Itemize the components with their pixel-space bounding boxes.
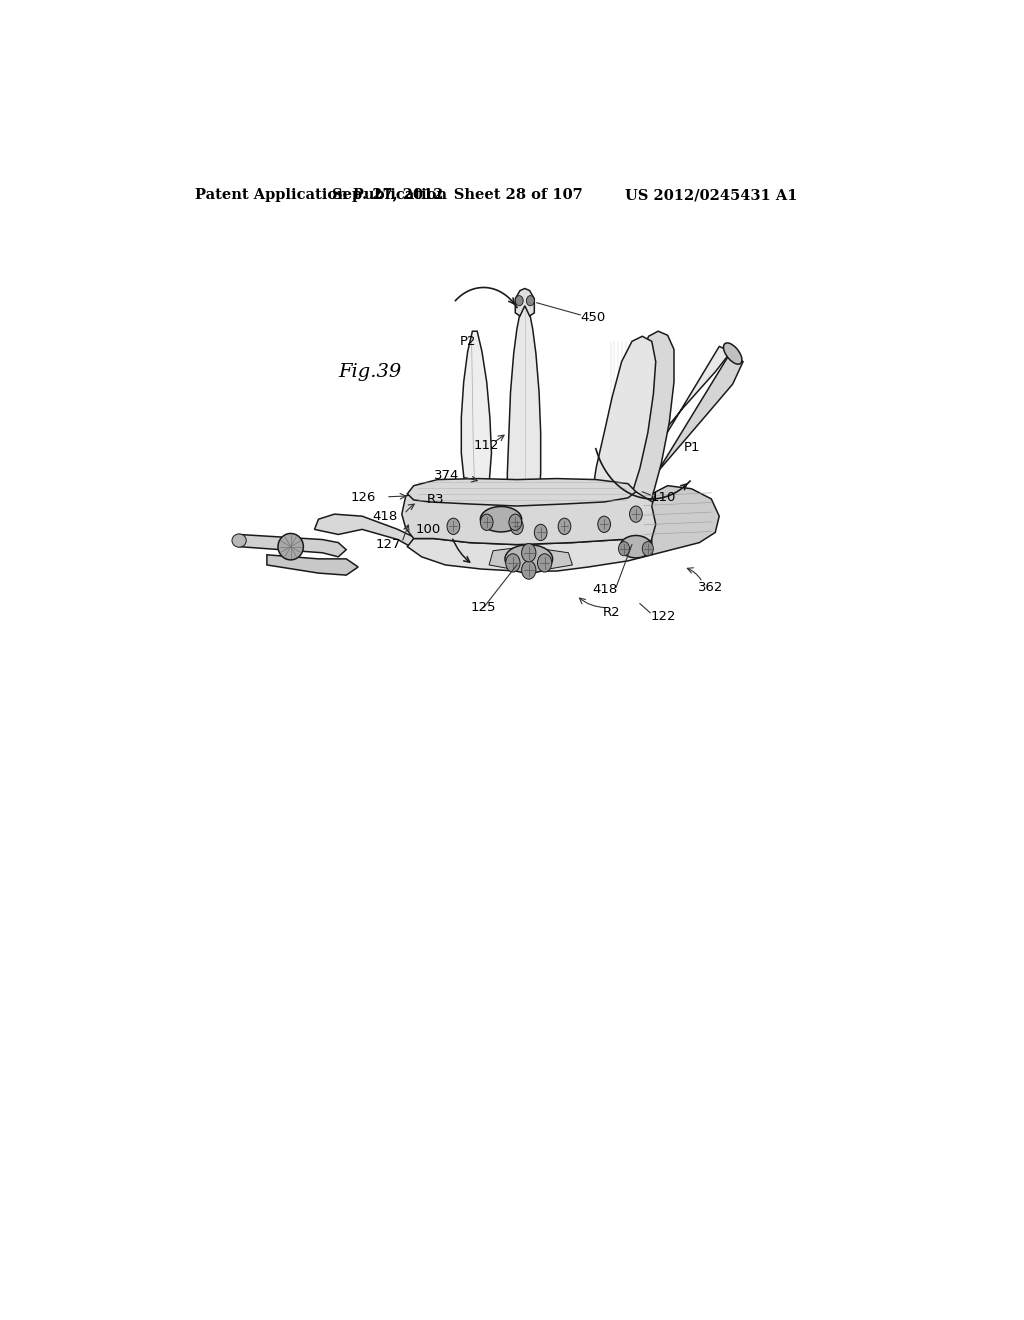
Text: 127: 127 [376,539,401,552]
Polygon shape [652,486,719,554]
Text: 110: 110 [650,491,676,504]
Text: R2: R2 [602,606,621,619]
Circle shape [618,541,630,556]
Polygon shape [628,331,674,506]
Text: 100: 100 [416,523,440,536]
Polygon shape [240,535,346,557]
Polygon shape [592,337,655,504]
Polygon shape [570,351,743,550]
Polygon shape [489,548,572,570]
Circle shape [521,544,536,562]
Circle shape [598,516,610,532]
Circle shape [447,519,460,535]
Text: 362: 362 [697,581,723,594]
Circle shape [558,519,570,535]
Circle shape [480,515,494,531]
Text: 122: 122 [650,610,676,623]
Ellipse shape [621,536,651,558]
Polygon shape [553,346,731,546]
Text: Sep. 27, 2012  Sheet 28 of 107: Sep. 27, 2012 Sheet 28 of 107 [332,189,583,202]
Ellipse shape [724,343,742,364]
Text: 126: 126 [350,491,376,504]
Polygon shape [507,306,541,496]
Text: 418: 418 [373,510,397,523]
Polygon shape [408,479,636,506]
Text: 112: 112 [473,438,499,451]
Polygon shape [401,490,659,545]
Text: P2: P2 [460,335,476,348]
Circle shape [509,515,521,531]
Text: US 2012/0245431 A1: US 2012/0245431 A1 [625,189,798,202]
Text: 418: 418 [592,583,617,595]
Circle shape [511,519,523,535]
Ellipse shape [480,507,521,532]
Text: 125: 125 [471,601,497,614]
Circle shape [538,554,552,572]
Circle shape [515,296,523,306]
Text: Patent Application Publication: Patent Application Publication [196,189,447,202]
Polygon shape [461,331,492,499]
Ellipse shape [232,535,246,548]
Polygon shape [267,554,358,576]
Text: 450: 450 [581,312,605,325]
Circle shape [506,554,520,572]
Ellipse shape [505,545,553,573]
Circle shape [526,296,535,306]
Circle shape [521,561,536,579]
Text: Fig.39: Fig.39 [338,363,401,381]
Circle shape [630,506,642,523]
Circle shape [535,524,547,541]
Text: P1: P1 [684,441,700,454]
Ellipse shape [278,533,303,560]
Text: R3: R3 [426,494,444,507]
Text: 374: 374 [434,469,460,482]
Polygon shape [314,515,441,557]
Circle shape [642,541,653,556]
Polygon shape [515,289,535,315]
Polygon shape [408,539,664,572]
